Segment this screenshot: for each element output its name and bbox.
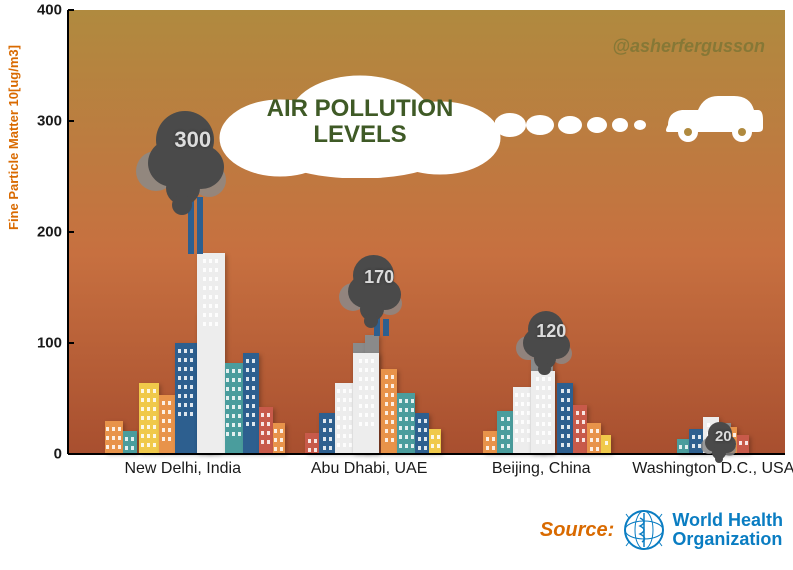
building — [139, 383, 159, 453]
value-label: 120 — [536, 321, 566, 342]
building — [353, 353, 379, 453]
who-line2: Organization — [672, 530, 783, 549]
chart-area: Fine Particle Matter 10[ug/m3] 010020030… — [10, 10, 785, 490]
y-tick-label: 300 — [37, 113, 62, 130]
x-label: Washington D.C., USA — [632, 460, 793, 478]
building — [305, 433, 319, 453]
building — [737, 435, 749, 453]
building — [397, 393, 415, 453]
building — [175, 343, 197, 453]
smokestack — [188, 191, 194, 254]
y-tick-label: 100 — [37, 335, 62, 352]
building — [105, 421, 123, 453]
x-axis-line — [68, 453, 785, 455]
building — [497, 411, 513, 453]
building — [243, 353, 259, 453]
building — [123, 431, 137, 453]
x-labels: New Delhi, India Abu Dhabi, UAE Beijing, C… — [68, 460, 785, 490]
y-tick-label: 400 — [37, 2, 62, 19]
y-tick-label: 200 — [37, 224, 62, 241]
source-label: Source: — [540, 519, 614, 542]
value-label: 170 — [364, 267, 394, 288]
building — [159, 395, 175, 453]
value-label: 20 — [715, 428, 732, 445]
y-axis-label: Fine Particle Matter 10[ug/m3] — [6, 45, 21, 230]
y-tick-label: 0 — [54, 446, 62, 463]
building — [415, 413, 429, 453]
building — [319, 413, 335, 453]
x-label: Beijing, China — [492, 460, 591, 478]
cityscapes: 300 170 120 20 — [68, 10, 785, 453]
building — [573, 405, 587, 453]
smokestack — [383, 319, 389, 337]
smokestack — [374, 314, 380, 336]
building — [689, 429, 703, 453]
footer: Source: World Health Organization — [0, 500, 783, 560]
building — [335, 383, 353, 453]
building — [483, 431, 497, 453]
building — [197, 253, 225, 453]
building — [381, 369, 397, 453]
x-label: Abu Dhabi, UAE — [311, 460, 428, 478]
x-label: New Delhi, India — [124, 460, 241, 478]
building — [273, 423, 285, 453]
who-text: World Health Organization — [672, 511, 783, 549]
who-logo: World Health Organization — [622, 508, 783, 552]
who-line1: World Health — [672, 511, 783, 530]
building — [259, 407, 273, 453]
building — [429, 429, 441, 453]
smokestack — [197, 197, 203, 254]
y-ticks: 0100200300400 — [28, 10, 68, 454]
who-emblem-icon — [622, 508, 666, 552]
building — [587, 423, 601, 453]
value-label: 300 — [174, 127, 211, 153]
building — [677, 439, 689, 453]
building — [531, 371, 555, 453]
building — [513, 387, 531, 453]
building — [601, 435, 611, 453]
building — [557, 383, 573, 453]
building — [225, 363, 243, 453]
